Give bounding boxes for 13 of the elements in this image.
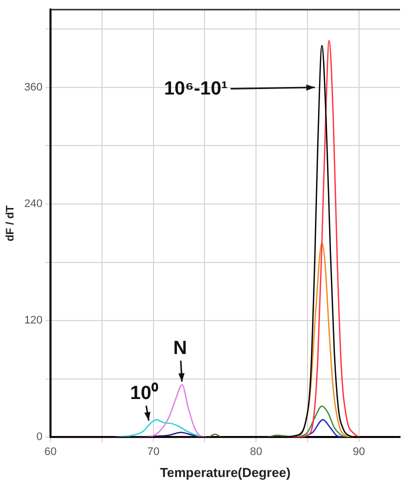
annotation: N <box>173 338 187 359</box>
y-tick-label: 240 <box>24 198 43 210</box>
x-tick-label: 90 <box>352 446 366 458</box>
x-tick-label: 60 <box>44 446 57 458</box>
x-tick-label: 70 <box>147 446 160 458</box>
y-tick-label: 360 <box>24 81 43 94</box>
y-tick-label: 120 <box>24 314 43 327</box>
x-axis-title: Temperature(Degree) <box>160 464 291 480</box>
x-tick-label: 80 <box>250 446 262 458</box>
y-tick-label: 0 <box>36 431 43 444</box>
annotation: 10⁶-10¹ <box>164 78 228 100</box>
annotation: 10⁰ <box>130 382 158 404</box>
y-axis-title: dF / dT <box>4 205 17 242</box>
